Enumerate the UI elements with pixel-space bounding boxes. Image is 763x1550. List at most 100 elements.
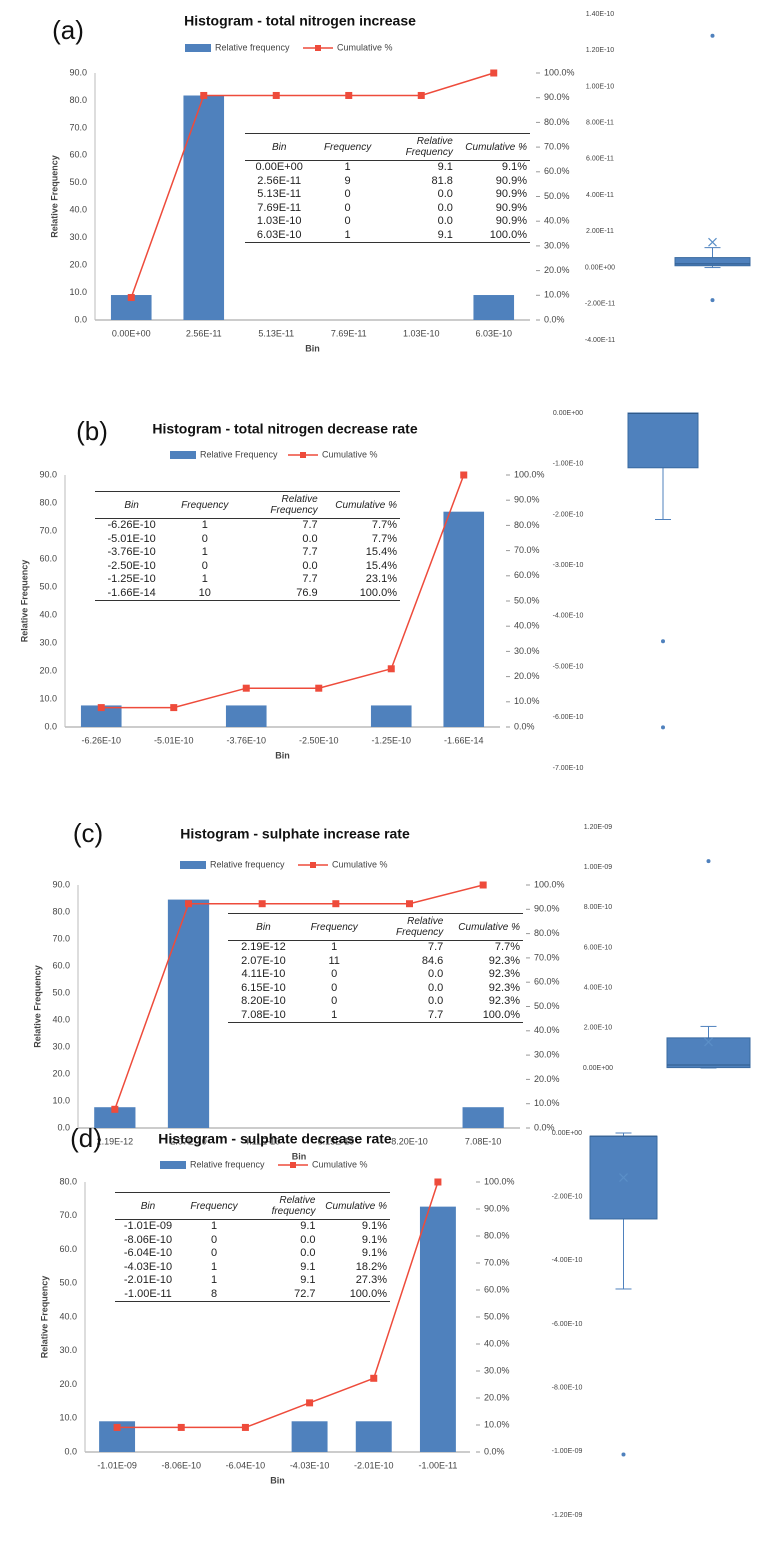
box-tick-label: 6.00E-11 bbox=[586, 156, 614, 163]
y-tick-label: 70.0 bbox=[39, 525, 57, 535]
table-cell: 9.1 bbox=[437, 161, 453, 173]
table-row: 7.08E-10 1 7.7 100.0% bbox=[228, 1008, 523, 1023]
cumulative-marker bbox=[272, 91, 280, 99]
y-tick-label: 0.0 bbox=[74, 314, 87, 324]
table-row: -3.76E-10 1 7.7 15.4% bbox=[95, 546, 400, 560]
y-tick-label: 20.0 bbox=[59, 1379, 77, 1389]
y2-tick-label: 70.0% bbox=[544, 141, 570, 151]
cumulative-marker bbox=[406, 900, 413, 908]
table-cell: -5.01E-10 bbox=[107, 532, 156, 545]
bar bbox=[94, 1107, 136, 1128]
y2-tick-label: 90.0% bbox=[484, 1203, 510, 1213]
table-cell: 0.0 bbox=[302, 559, 318, 572]
table-row: -2.50E-10 0 0.0 15.4% bbox=[95, 560, 400, 574]
y2-tick-label: 40.0% bbox=[534, 1025, 560, 1035]
y2-tick-label: 30.0% bbox=[544, 240, 570, 250]
box-tick-label: 0.00E+00 bbox=[583, 1065, 613, 1072]
y2-tick-label: 70.0% bbox=[514, 545, 540, 555]
table-cell: 10 bbox=[168, 586, 242, 601]
table-cell: 0 bbox=[344, 215, 351, 227]
x-tick-label: 2.07E-10 bbox=[170, 1136, 207, 1146]
legend-label: Cumulative % bbox=[322, 449, 378, 459]
table-cell: 81.8 bbox=[431, 174, 453, 187]
table-cell: 0.0 bbox=[300, 1247, 316, 1259]
header-cell: Cumulative % bbox=[446, 913, 523, 941]
table-cell: -6.26E-10 bbox=[107, 519, 156, 531]
y2-tick-label: 100.0% bbox=[514, 469, 545, 479]
y2-tick-label: 50.0% bbox=[484, 1311, 510, 1321]
table-cell: 7.7 bbox=[302, 573, 318, 585]
y-tick-label: 30.0 bbox=[59, 1345, 77, 1355]
y2-tick-label: 50.0% bbox=[544, 191, 570, 201]
panel-label: (a) bbox=[52, 15, 84, 45]
y-tick-label: 30.0 bbox=[69, 232, 87, 242]
x-axis-label: Bin bbox=[270, 1475, 285, 1485]
y-tick-label: 80.0 bbox=[39, 497, 57, 507]
table-header: Bin Frequency Relative Frequency Cumulative… bbox=[245, 133, 530, 161]
cumulative-line bbox=[114, 884, 484, 1110]
y-axis-label: Relative Frequency bbox=[19, 560, 29, 643]
box-tick-label: 1.20E-09 bbox=[584, 824, 613, 831]
table-cell: 0 bbox=[210, 1233, 218, 1246]
y-tick-label: 40.0 bbox=[52, 1014, 70, 1024]
y-tick-label: 60.0 bbox=[52, 960, 70, 970]
y-tick-label: 50.0 bbox=[52, 987, 70, 997]
y2-tick-label: 0.0% bbox=[534, 1122, 555, 1132]
y2-tick-label: 60.0% bbox=[544, 166, 570, 176]
panel-label: (c) bbox=[73, 818, 103, 848]
mean-marker bbox=[708, 237, 717, 247]
y2-tick-label: 50.0% bbox=[514, 595, 540, 605]
header-cell: Bin bbox=[228, 913, 299, 941]
table-cell: 1 bbox=[344, 161, 351, 173]
table-row: -1.00E-11 8 72.7 100.0% bbox=[115, 1287, 390, 1302]
y2-tick-label: 20.0% bbox=[534, 1074, 560, 1084]
y-tick-label: 20.0 bbox=[39, 665, 57, 675]
table-cell: 1 bbox=[201, 546, 208, 558]
x-tick-label: 2.19E-12 bbox=[97, 1136, 134, 1146]
y2-tick-label: 60.0% bbox=[514, 570, 540, 580]
table-cell: -1.00E-11 bbox=[115, 1287, 181, 1302]
table-cell: 1 bbox=[298, 1008, 370, 1023]
outlier bbox=[661, 639, 665, 644]
y-tick-label: 90.0 bbox=[39, 469, 57, 479]
legend-swatch bbox=[160, 1161, 186, 1169]
table-cell: 0 bbox=[201, 559, 208, 572]
table-row: 5.13E-11 0 0.0 90.9% bbox=[245, 188, 530, 202]
x-tick-label: -6.04E-10 bbox=[226, 1460, 266, 1470]
table-cell: 7.7% bbox=[371, 519, 397, 531]
table-cell: 9.1% bbox=[361, 1220, 387, 1232]
table-cell: 9 bbox=[344, 174, 351, 187]
x-tick-label: 4.11E-10 bbox=[244, 1136, 280, 1146]
table-cell: 76.9 bbox=[241, 586, 321, 601]
table-cell: 1 bbox=[210, 1260, 218, 1273]
y-tick-label: 40.0 bbox=[39, 609, 57, 619]
y2-tick-label: 10.0% bbox=[534, 1098, 560, 1108]
table-row: 1.03E-10 0 0.0 90.9% bbox=[245, 215, 530, 229]
legend-swatch bbox=[290, 1162, 296, 1168]
legend-swatch bbox=[310, 862, 316, 868]
y2-tick-label: 50.0% bbox=[534, 1001, 560, 1011]
y-tick-label: 20.0 bbox=[52, 1068, 70, 1078]
table-cell: 11 bbox=[328, 954, 340, 967]
x-tick-label: -6.26E-10 bbox=[81, 735, 121, 745]
panel-label: (d) bbox=[70, 1123, 102, 1153]
bar bbox=[167, 899, 210, 1128]
table-cell: -4.03E-10 bbox=[123, 1260, 173, 1273]
x-axis-label: Bin bbox=[275, 750, 290, 760]
header-cell: Relative Frequency bbox=[381, 133, 456, 161]
y2-tick-label: 0.0% bbox=[514, 721, 535, 731]
table-cell: 90.9% bbox=[495, 174, 527, 187]
y-tick-label: 50.0 bbox=[39, 581, 57, 591]
bar bbox=[462, 1107, 504, 1128]
legend-label: Relative Frequency bbox=[200, 449, 278, 459]
y2-tick-label: 10.0% bbox=[544, 290, 570, 300]
box-tick-label: 8.00E-11 bbox=[586, 120, 614, 127]
box-tick-label: -2.00E-10 bbox=[553, 511, 584, 518]
header-cell: Cumulative % bbox=[320, 491, 400, 519]
table-row: 2.56E-11 9 81.8 90.9% bbox=[245, 175, 530, 189]
cumulative-marker bbox=[490, 69, 498, 77]
table-cell: -8.06E-10 bbox=[123, 1233, 173, 1246]
cumulative-line bbox=[101, 474, 465, 709]
bar bbox=[291, 1421, 328, 1452]
mean-marker bbox=[619, 1173, 628, 1182]
